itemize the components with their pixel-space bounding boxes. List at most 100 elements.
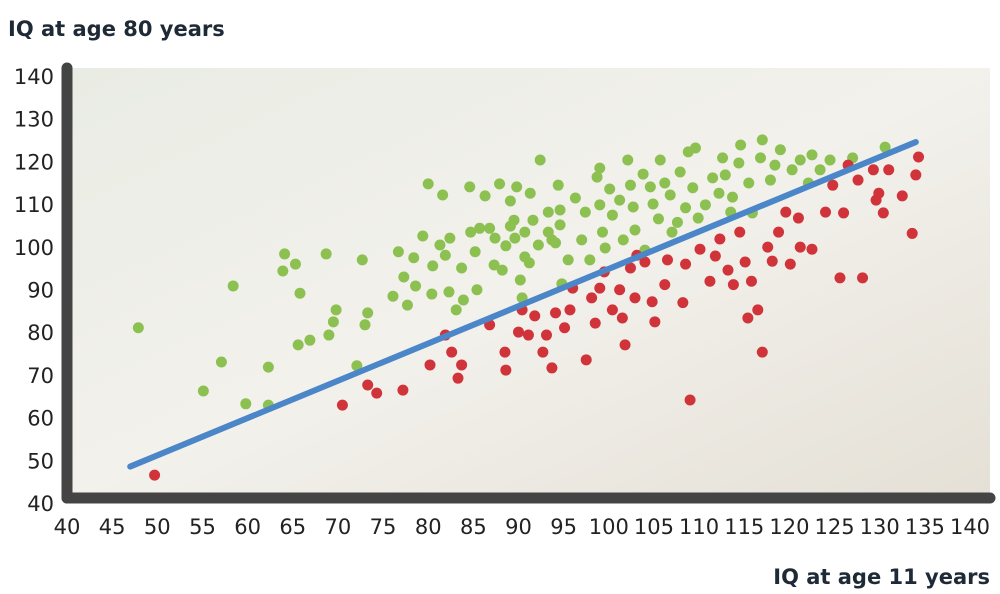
- data-point: [437, 189, 448, 200]
- data-point: [653, 213, 664, 224]
- data-point: [820, 207, 831, 218]
- data-point: [584, 254, 595, 265]
- x-tick-label: 50: [144, 515, 171, 539]
- x-tick-label: 90: [505, 515, 532, 539]
- x-tick-label: 60: [234, 515, 261, 539]
- data-point: [490, 233, 501, 244]
- data-point: [600, 242, 611, 253]
- data-point: [357, 254, 368, 265]
- data-point: [714, 233, 725, 244]
- data-point: [586, 292, 597, 303]
- data-point: [815, 164, 826, 175]
- data-point: [717, 152, 728, 163]
- data-point: [693, 213, 704, 224]
- data-point: [868, 164, 879, 175]
- data-point: [474, 223, 485, 234]
- data-point: [780, 207, 791, 218]
- data-point: [825, 154, 836, 165]
- y-tick-label: 140: [14, 65, 54, 89]
- data-point: [535, 154, 546, 165]
- data-point: [687, 182, 698, 193]
- data-point: [677, 297, 688, 308]
- data-point: [647, 296, 658, 307]
- data-point: [543, 207, 554, 218]
- data-point: [648, 198, 659, 209]
- data-point: [742, 312, 753, 323]
- data-point: [806, 244, 817, 255]
- data-point: [617, 312, 628, 323]
- data-point: [509, 233, 520, 244]
- data-point: [198, 385, 209, 396]
- data-point: [555, 204, 566, 215]
- data-point: [752, 304, 763, 315]
- data-point: [757, 134, 768, 145]
- data-point: [878, 207, 889, 218]
- y-tick-label: 80: [27, 321, 54, 345]
- data-point: [775, 144, 786, 155]
- data-point: [480, 190, 491, 201]
- data-point: [838, 207, 849, 218]
- data-point: [581, 354, 592, 365]
- data-point: [440, 250, 451, 261]
- data-point: [500, 365, 511, 376]
- data-point: [559, 322, 570, 333]
- data-point: [897, 190, 908, 201]
- data-point: [913, 151, 924, 162]
- data-point: [511, 181, 522, 192]
- data-point: [614, 195, 625, 206]
- data-point: [727, 192, 738, 203]
- data-point: [293, 339, 304, 350]
- data-point: [793, 213, 804, 224]
- data-point: [228, 280, 239, 291]
- data-point: [787, 164, 798, 175]
- data-point: [323, 330, 334, 341]
- data-point: [444, 233, 455, 244]
- data-point: [398, 271, 409, 282]
- data-point: [149, 470, 160, 481]
- data-point: [410, 280, 421, 291]
- data-point: [546, 362, 557, 373]
- data-point: [240, 398, 251, 409]
- data-point: [672, 217, 683, 228]
- data-point: [294, 288, 305, 299]
- y-tick-label: 50: [27, 449, 54, 473]
- data-point: [541, 330, 552, 341]
- data-point: [795, 154, 806, 165]
- data-point: [443, 286, 454, 297]
- data-point: [620, 339, 631, 350]
- data-point: [795, 242, 806, 253]
- data-point: [471, 284, 482, 295]
- data-point: [740, 257, 751, 268]
- data-point: [505, 195, 516, 206]
- data-point: [873, 188, 884, 199]
- data-point: [675, 166, 686, 177]
- data-point: [629, 225, 640, 236]
- data-point: [769, 160, 780, 171]
- x-tick-label: 65: [279, 515, 306, 539]
- data-point: [550, 307, 561, 318]
- data-point: [597, 227, 608, 238]
- data-point: [757, 347, 768, 358]
- x-tick-label: 125: [815, 515, 855, 539]
- data-point: [713, 188, 724, 199]
- data-point: [434, 239, 445, 250]
- data-point: [452, 373, 463, 384]
- data-point: [563, 254, 574, 265]
- data-point: [649, 316, 660, 327]
- data-point: [594, 283, 605, 294]
- data-point: [680, 202, 691, 213]
- data-point: [659, 279, 670, 290]
- x-tick-label: 40: [54, 515, 81, 539]
- data-point: [576, 234, 587, 245]
- data-point: [690, 143, 701, 154]
- data-point: [910, 169, 921, 180]
- data-point: [484, 223, 495, 234]
- data-point: [806, 149, 817, 160]
- data-point: [834, 272, 845, 283]
- data-point: [625, 180, 636, 191]
- data-point: [519, 227, 530, 238]
- x-tick-label: 95: [550, 515, 577, 539]
- data-point: [680, 259, 691, 270]
- data-point: [785, 259, 796, 270]
- data-point: [133, 322, 144, 333]
